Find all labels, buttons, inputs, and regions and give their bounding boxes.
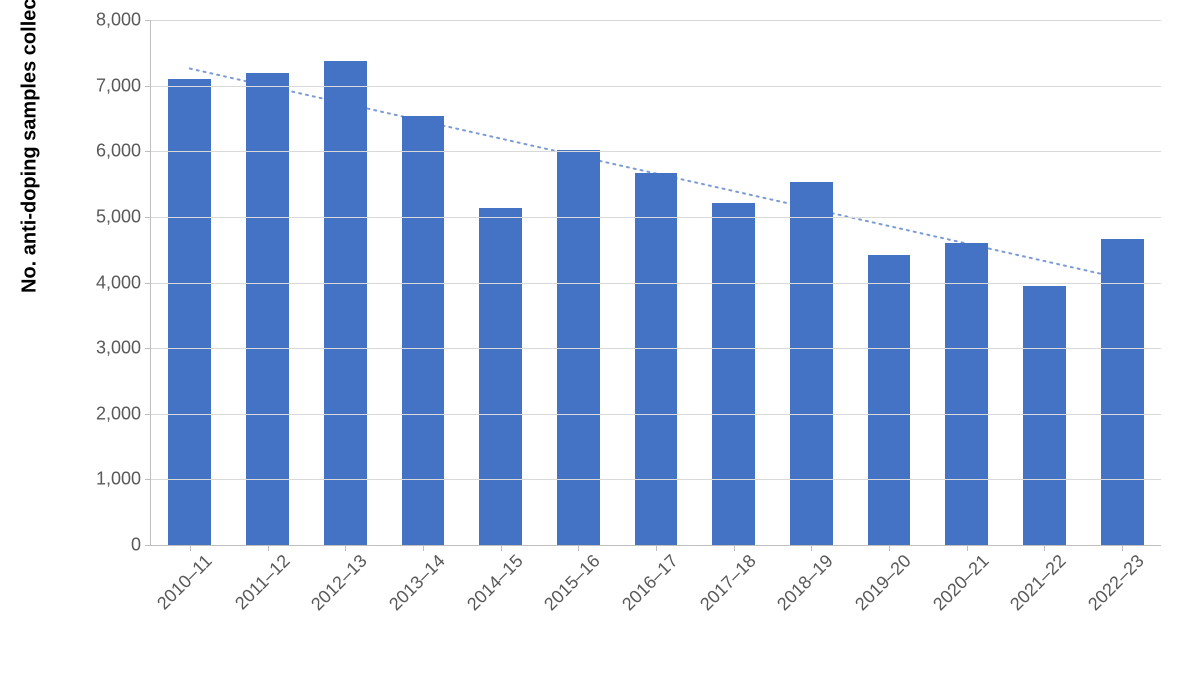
bar bbox=[1023, 286, 1066, 545]
x-tick-label: 2012–13 bbox=[302, 545, 372, 615]
bar bbox=[790, 182, 833, 545]
gridline bbox=[151, 217, 1161, 218]
bar bbox=[1101, 239, 1144, 545]
bar bbox=[868, 255, 911, 545]
y-tick-label: 8,000 bbox=[96, 10, 151, 31]
bar bbox=[402, 116, 445, 545]
x-tick-label: 2013–14 bbox=[379, 545, 449, 615]
x-tick-label: 2014–15 bbox=[457, 545, 527, 615]
y-tick-label: 6,000 bbox=[96, 141, 151, 162]
bar-chart: No. anti-doping samples collected 01,000… bbox=[0, 0, 1200, 682]
y-tick-label: 3,000 bbox=[96, 338, 151, 359]
y-tick-label: 7,000 bbox=[96, 75, 151, 96]
bar bbox=[712, 203, 755, 545]
x-tick-label: 2017–18 bbox=[690, 545, 760, 615]
gridline bbox=[151, 283, 1161, 284]
plot-area: 01,0002,0003,0004,0005,0006,0007,0008,00… bbox=[150, 20, 1161, 546]
x-tick-label: 2019–20 bbox=[846, 545, 916, 615]
bar bbox=[246, 73, 289, 546]
y-tick-label: 0 bbox=[131, 535, 151, 556]
bar bbox=[479, 208, 522, 545]
gridline bbox=[151, 151, 1161, 152]
y-tick-label: 4,000 bbox=[96, 272, 151, 293]
x-tick-label: 2018–19 bbox=[768, 545, 838, 615]
x-tick-label: 2011–12 bbox=[225, 545, 294, 614]
gridline bbox=[151, 414, 1161, 415]
bar bbox=[168, 79, 211, 545]
x-tick-label: 2010–11 bbox=[147, 545, 216, 614]
bar bbox=[945, 243, 988, 545]
y-axis-title: No. anti-doping samples collected bbox=[19, 273, 42, 293]
bar bbox=[635, 173, 678, 545]
x-tick-label: 2022–23 bbox=[1079, 545, 1149, 615]
x-tick-label: 2015–16 bbox=[535, 545, 605, 615]
x-tick-label: 2016–17 bbox=[612, 545, 682, 615]
gridline bbox=[151, 86, 1161, 87]
x-tick-label: 2021–22 bbox=[1001, 545, 1071, 615]
gridline bbox=[151, 479, 1161, 480]
y-tick-label: 1,000 bbox=[96, 469, 151, 490]
y-tick-label: 5,000 bbox=[96, 206, 151, 227]
x-tick-label: 2020–21 bbox=[923, 545, 993, 615]
bar bbox=[324, 61, 367, 545]
y-tick-label: 2,000 bbox=[96, 403, 151, 424]
gridline bbox=[151, 20, 1161, 21]
gridline bbox=[151, 348, 1161, 349]
